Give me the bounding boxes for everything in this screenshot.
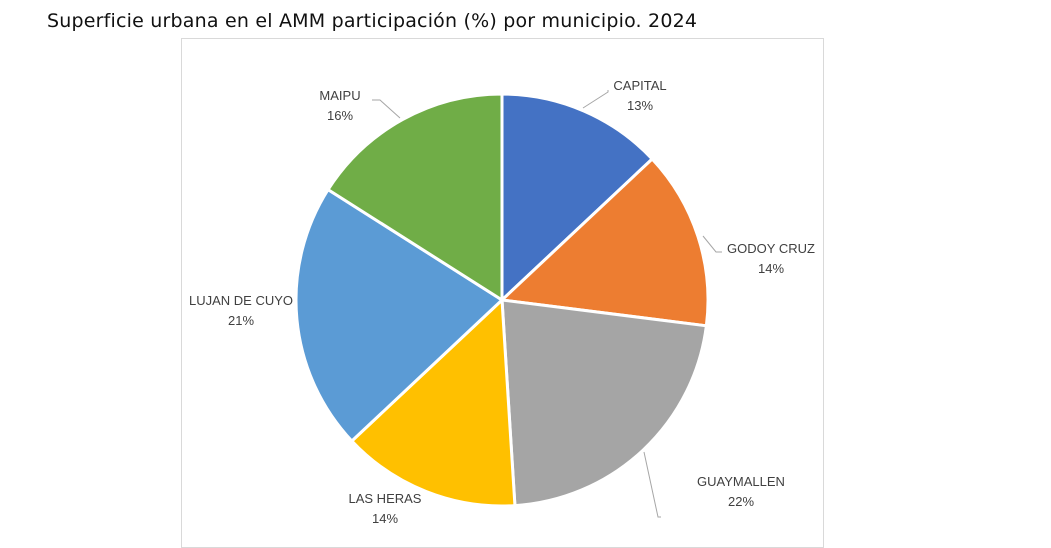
leader-line <box>643 451 661 518</box>
slice-value-label: 22% <box>728 494 754 509</box>
pie-chart: CAPITAL 13% GODOY CRUZ 14% GUAYMALLEN 22% LAS … <box>189 78 815 526</box>
slice-category-label: GODOY CRUZ <box>727 241 815 256</box>
slice-category-label: MAIPU <box>319 88 360 103</box>
pie-slice-capital <box>500 92 654 302</box>
slice-category-label: LUJAN DE CUYO <box>189 293 293 308</box>
pie-slice-lujan-de-cuyo <box>294 188 504 443</box>
pie-slice-godoy-cruz <box>500 157 710 328</box>
chart-title: Superficie urbana en el AMM participació… <box>47 10 698 32</box>
slice-value-label: 13% <box>627 98 653 113</box>
pie-slice-maipu <box>326 92 504 302</box>
pie-slice-guaymallen <box>500 298 708 508</box>
slice-category-label: CAPITAL <box>613 78 666 93</box>
slice-value-label: 21% <box>228 313 254 328</box>
slice-category-label: GUAYMALLEN <box>697 474 785 489</box>
slice-value-label: 14% <box>758 261 784 276</box>
slice-category-label: LAS HERAS <box>349 491 422 506</box>
slice-value-label: 14% <box>372 511 398 526</box>
leader-line <box>582 90 609 109</box>
leader-line <box>372 99 401 119</box>
slice-value-label: 16% <box>327 108 353 123</box>
pie-slice-las-heras <box>350 298 517 508</box>
leader-line <box>702 235 722 253</box>
